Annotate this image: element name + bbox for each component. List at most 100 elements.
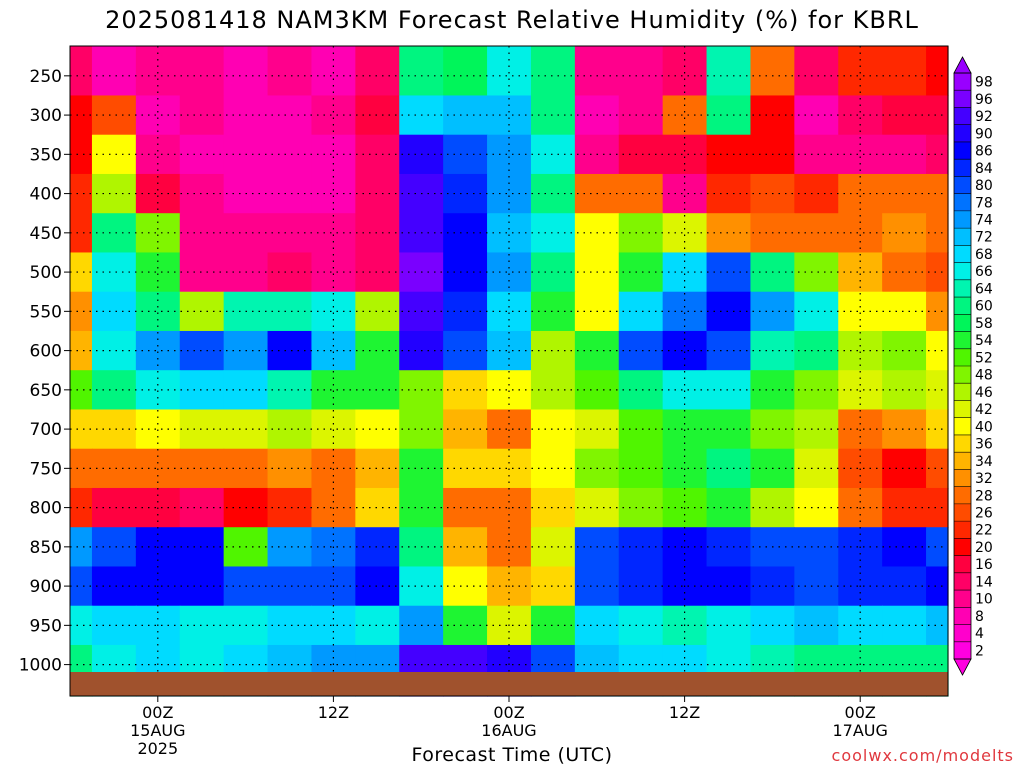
- heatmap-cell: [882, 213, 927, 254]
- heatmap-cell: [926, 566, 949, 607]
- heatmap-cell: [706, 95, 752, 136]
- colorbar-label: 16: [975, 557, 993, 573]
- heatmap-cell: [530, 213, 576, 254]
- heatmap-cell: [882, 487, 927, 528]
- colorbar-swatch: [954, 486, 971, 505]
- heatmap-cell: [530, 95, 576, 136]
- y-tick-label: 400: [30, 185, 62, 205]
- heatmap-cell: [311, 134, 356, 175]
- heatmap-cell: [838, 213, 883, 254]
- heatmap-cell: [662, 330, 708, 371]
- heatmap-cell: [838, 291, 883, 332]
- heatmap-cell: [882, 566, 927, 607]
- heatmap-cell: [355, 252, 400, 293]
- y-tick-label: 500: [30, 263, 62, 283]
- heatmap-cell: [179, 291, 225, 332]
- heatmap-cell: [838, 46, 883, 97]
- colorbar-label: 90: [975, 126, 993, 142]
- heatmap-cell: [487, 95, 532, 136]
- heatmap-cell: [794, 605, 839, 646]
- heatmap-cell: [70, 370, 93, 411]
- heatmap-cell: [882, 134, 927, 175]
- colorbar-swatch: [954, 624, 971, 643]
- colorbar-swatch: [954, 400, 971, 419]
- heatmap-cell: [135, 330, 181, 371]
- colorbar-swatch: [954, 555, 971, 574]
- y-tick-label: 350: [30, 145, 62, 165]
- colorbar-swatch: [954, 434, 971, 453]
- y-tick-label: 1000: [19, 656, 62, 676]
- heatmap-cell: [618, 487, 664, 528]
- heatmap-cell: [882, 173, 927, 214]
- heatmap-cell: [70, 134, 93, 175]
- heatmap-cell: [487, 252, 532, 293]
- heatmap-cell: [926, 252, 949, 293]
- heatmap-cell: [926, 46, 949, 97]
- colorbar-swatch: [954, 590, 971, 608]
- heatmap-cell: [355, 291, 400, 332]
- y-tick-label: 800: [30, 499, 62, 519]
- heatmap-cell: [706, 46, 752, 97]
- colorbar-label: 28: [975, 488, 993, 504]
- heatmap-cell: [662, 46, 708, 97]
- heatmap-cell: [179, 448, 225, 489]
- heatmap-cell: [179, 605, 225, 646]
- colorbar-swatch: [954, 348, 971, 367]
- colorbar-swatch: [954, 297, 971, 315]
- colorbar-label: 10: [975, 592, 993, 608]
- x-tick-label: 16AUG: [481, 721, 536, 740]
- x-tick-label: 17AUG: [832, 721, 887, 740]
- heatmap-cell: [662, 95, 708, 136]
- heatmap-cell: [530, 370, 576, 411]
- heatmap-cell: [794, 46, 839, 97]
- x-tick-label: 00Z: [493, 703, 524, 722]
- heatmap-cell: [179, 213, 225, 254]
- heatmap-cell: [926, 213, 949, 254]
- heatmap-cell: [530, 448, 576, 489]
- heatmap-cell: [223, 46, 269, 97]
- colorbar-max-arrow: [953, 56, 972, 74]
- heatmap-cell: [70, 252, 93, 293]
- heatmap-cell: [882, 527, 927, 568]
- heatmap-cell: [487, 370, 532, 411]
- heatmap-cell: [179, 330, 225, 371]
- heatmap-cell: [135, 370, 181, 411]
- heatmap-cell: [794, 370, 839, 411]
- heatmap-cell: [926, 134, 949, 175]
- heatmap-cell: [355, 95, 400, 136]
- heatmap-cell: [179, 46, 225, 97]
- colorbar-swatch: [954, 366, 971, 384]
- heatmap-cell: [618, 330, 664, 371]
- heatmap-cell: [618, 291, 664, 332]
- heatmap-cell: [706, 173, 752, 214]
- heatmap-cell: [662, 213, 708, 254]
- heatmap-cell: [179, 487, 225, 528]
- heatmap-cell: [70, 173, 93, 214]
- colorbar-swatch: [954, 124, 971, 143]
- heatmap-cell: [882, 448, 927, 489]
- heatmap-cell: [355, 134, 400, 175]
- heatmap-cell: [530, 409, 576, 450]
- heatmap-cell: [135, 213, 181, 254]
- heatmap-cell: [618, 95, 664, 136]
- heatmap-cell: [838, 252, 883, 293]
- heatmap-cell: [706, 330, 752, 371]
- colorbar-label: 98: [975, 75, 993, 91]
- heatmap-cell: [882, 95, 927, 136]
- colorbar-label: 78: [975, 195, 993, 211]
- heatmap-cell: [794, 527, 839, 568]
- heatmap-cell: [311, 291, 356, 332]
- heatmap-cell: [179, 566, 225, 607]
- heatmap-cell: [179, 527, 225, 568]
- colorbar-label: 40: [975, 419, 993, 435]
- heatmap-cell: [618, 527, 664, 568]
- colorbar-label: 54: [975, 333, 993, 349]
- heatmap-cell: [70, 487, 93, 528]
- heatmap-cell: [838, 370, 883, 411]
- colorbar-label: 72: [975, 230, 993, 246]
- heatmap-cell: [794, 291, 839, 332]
- x-tick-label: 12Z: [669, 703, 700, 722]
- heatmap-cell: [706, 409, 752, 450]
- colorbar-swatch: [954, 521, 971, 539]
- colorbar-swatch: [954, 279, 971, 298]
